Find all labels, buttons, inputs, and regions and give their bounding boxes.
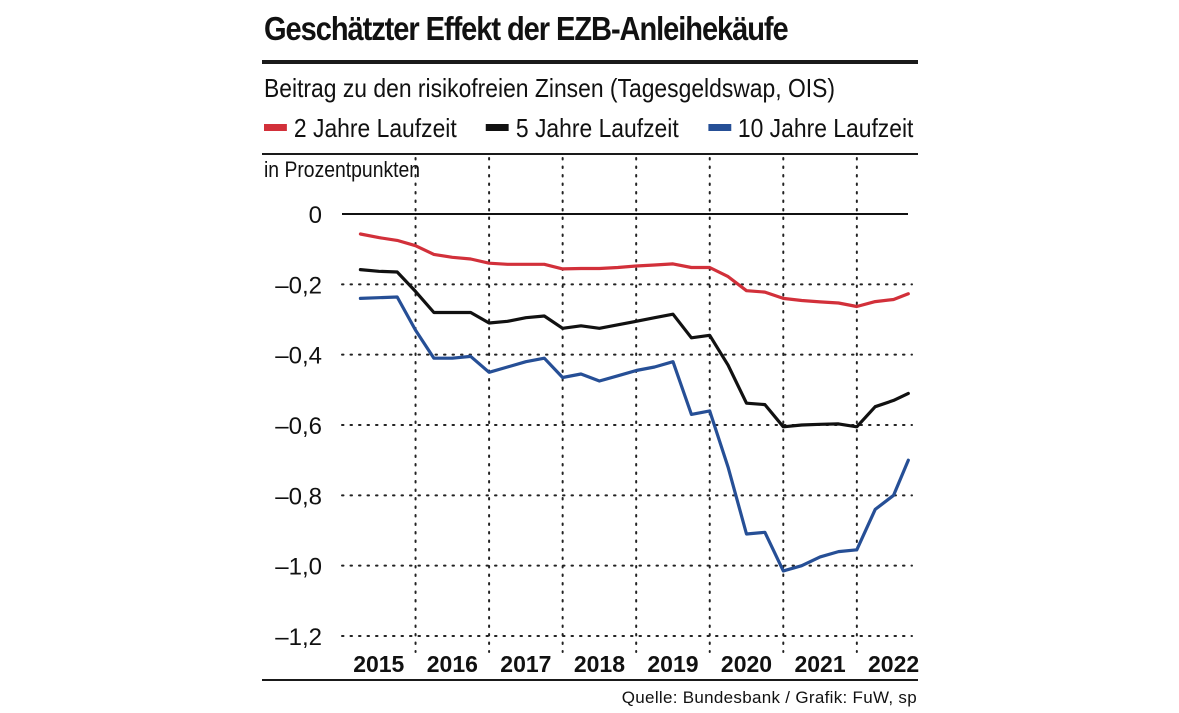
series-line-2y (358, 232, 910, 309)
legend-label-5y: 5 Jahre Laufzeit (515, 113, 679, 143)
x-tick-label: 2021 (794, 651, 845, 677)
x-tick-label: 2019 (647, 651, 698, 677)
chart-title: Geschätzter Effekt der EZB-Anleihekäufe (264, 10, 789, 47)
legend-label-10y: 10 Jahre Laufzeit (737, 113, 914, 143)
legend-swatch-5y (485, 123, 509, 131)
source-note: Quelle: Bundesbank / Grafik: FuW, sp (621, 688, 917, 707)
y-tick-label: –1,0 (275, 554, 322, 581)
x-tick-label: 2022 (868, 651, 919, 677)
y-tick-label: –0,6 (275, 413, 322, 440)
y-tick-label: –0,8 (275, 483, 322, 510)
x-tick-label: 2020 (721, 651, 772, 677)
legend-rule (262, 153, 918, 155)
y-tick-label: 0 (309, 202, 322, 229)
legend-item-10y: 10 Jahre Laufzeit (707, 113, 914, 144)
legend-swatch-2y (264, 123, 287, 131)
x-tick-label: 2015 (353, 651, 404, 677)
y-axis-unit-label: in Prozentpunkten (264, 157, 421, 182)
chart-subtitle: Beitrag zu den risikofreien Zinsen (Tage… (264, 73, 836, 103)
x-tick-label: 2018 (574, 651, 625, 677)
bottom-rule (262, 679, 918, 681)
y-tick-label: –0,2 (275, 272, 322, 299)
y-tick-label: –1,2 (275, 624, 322, 651)
legend-item-5y: 5 Jahre Laufzeit (485, 113, 679, 144)
legend-label-2y: 2 Jahre Laufzeit (293, 113, 457, 143)
series-line-5y (358, 268, 910, 429)
series-line-10y (358, 295, 910, 573)
x-tick-label: 2016 (427, 651, 478, 677)
legend-swatch-10y (707, 123, 731, 131)
legend: 2 Jahre Laufzeit 5 Jahre Laufzeit 10 Jah… (264, 113, 936, 143)
x-tick-label: 2017 (500, 651, 551, 677)
title-rule (262, 60, 918, 64)
y-tick-label: –0,4 (275, 343, 322, 370)
legend-item-2y: 2 Jahre Laufzeit (264, 113, 457, 144)
